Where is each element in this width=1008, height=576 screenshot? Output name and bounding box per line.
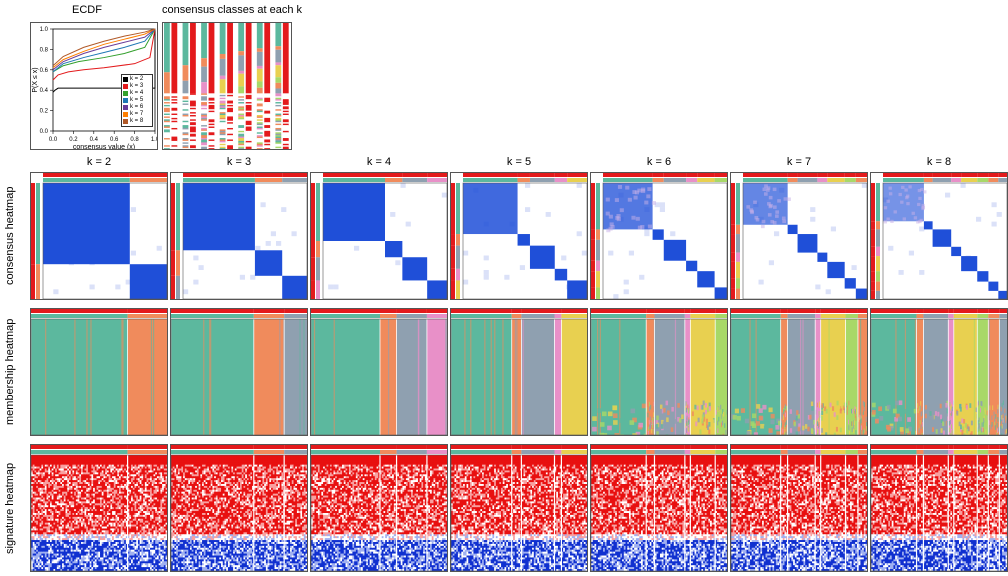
membership-heatmap-svg — [171, 309, 308, 436]
consensus-heatmap-svg — [871, 173, 1008, 300]
consensus-heatmap-panel — [310, 172, 448, 300]
signature-heatmap-svg — [311, 445, 448, 572]
membership-heatmap-panel — [310, 308, 448, 436]
legend-label: k = 8 — [130, 118, 143, 125]
signature-heatmap-panel — [870, 444, 1008, 572]
k-label: k = 6 — [590, 156, 728, 168]
consensus-heatmap-svg — [451, 173, 588, 300]
consensus-heatmap-svg — [591, 173, 728, 300]
k-label: k = 7 — [730, 156, 868, 168]
consensus-heatmap-panel — [30, 172, 168, 300]
svg-text:0.4: 0.4 — [40, 88, 49, 94]
k-label: k = 8 — [870, 156, 1008, 168]
signature-heatmap-svg — [31, 445, 168, 572]
legend-label: k = 3 — [130, 83, 143, 90]
signature-heatmap-svg — [591, 445, 728, 572]
consensus-heatmap-panel — [590, 172, 728, 300]
membership-heatmap-svg — [871, 309, 1008, 436]
ecdf-panel: 0.0 0.2 0.4 0.6 0.8 1.0 0.0 0.2 0.4 0.6 0.8 1.0 cons… — [30, 22, 158, 150]
k-label: k = 5 — [450, 156, 588, 168]
consensus-heatmap-svg — [731, 173, 868, 300]
consensus-heatmap-panel — [730, 172, 868, 300]
ecdf-title: ECDF — [72, 4, 102, 16]
row-label: signature heatmap — [4, 444, 16, 572]
legend-label: k = 7 — [130, 111, 143, 118]
legend-label: k = 2 — [130, 76, 143, 83]
signature-heatmap-svg — [731, 445, 868, 572]
membership-heatmap-panel — [450, 308, 588, 436]
consensus-heatmap-svg — [311, 173, 448, 300]
row-label: membership heatmap — [4, 308, 16, 436]
svg-text:0.8: 0.8 — [40, 47, 49, 53]
membership-heatmap-svg — [591, 309, 728, 436]
legend-label: k = 6 — [130, 104, 143, 111]
svg-text:P(X ≤ x): P(X ≤ x) — [32, 67, 39, 92]
svg-text:0.0: 0.0 — [40, 129, 49, 135]
svg-text:1.0: 1.0 — [40, 27, 49, 33]
k-label: k = 3 — [170, 156, 308, 168]
signature-heatmap-panel — [590, 444, 728, 572]
legend-label: k = 4 — [130, 90, 143, 97]
legend-label: k = 5 — [130, 97, 143, 104]
consensus-classes-title: consensus classes at each k — [162, 4, 302, 16]
membership-heatmap-panel — [730, 308, 868, 436]
k-label: k = 2 — [30, 156, 168, 168]
membership-heatmap-panel — [30, 308, 168, 436]
row-label: consensus heatmap — [4, 172, 16, 300]
svg-text:consensus value (x): consensus value (x) — [73, 144, 135, 150]
consensus-heatmap-panel — [170, 172, 308, 300]
signature-heatmap-svg — [171, 445, 308, 572]
consensus-heatmap-svg — [171, 173, 308, 300]
svg-text:0.4: 0.4 — [90, 137, 99, 143]
consensus-heatmap-panel — [450, 172, 588, 300]
signature-heatmap-svg — [871, 445, 1008, 572]
membership-heatmap-svg — [451, 309, 588, 436]
consensus-classes-panel — [162, 22, 292, 150]
membership-heatmap-panel — [870, 308, 1008, 436]
membership-heatmap-svg — [311, 309, 448, 436]
svg-text:0.8: 0.8 — [130, 137, 139, 143]
strips-svg — [163, 23, 292, 150]
svg-text:0.6: 0.6 — [110, 137, 119, 143]
signature-heatmap-panel — [170, 444, 308, 572]
membership-heatmap-svg — [731, 309, 868, 436]
membership-heatmap-panel — [170, 308, 308, 436]
svg-text:0.0: 0.0 — [49, 137, 58, 143]
k-label: k = 4 — [310, 156, 448, 168]
signature-heatmap-panel — [730, 444, 868, 572]
consensus-heatmap-svg — [31, 173, 168, 300]
svg-text:1.0: 1.0 — [151, 137, 158, 143]
membership-heatmap-panel — [590, 308, 728, 436]
svg-text:0.2: 0.2 — [69, 137, 78, 143]
signature-heatmap-panel — [450, 444, 588, 572]
consensus-heatmap-panel — [870, 172, 1008, 300]
svg-text:0.2: 0.2 — [40, 109, 49, 115]
membership-heatmap-svg — [31, 309, 168, 436]
ecdf-legend: k = 2k = 3k = 4k = 5k = 6k = 7k = 8 — [121, 74, 153, 127]
svg-text:0.6: 0.6 — [40, 68, 49, 74]
signature-heatmap-svg — [451, 445, 588, 572]
signature-heatmap-panel — [30, 444, 168, 572]
signature-heatmap-panel — [310, 444, 448, 572]
